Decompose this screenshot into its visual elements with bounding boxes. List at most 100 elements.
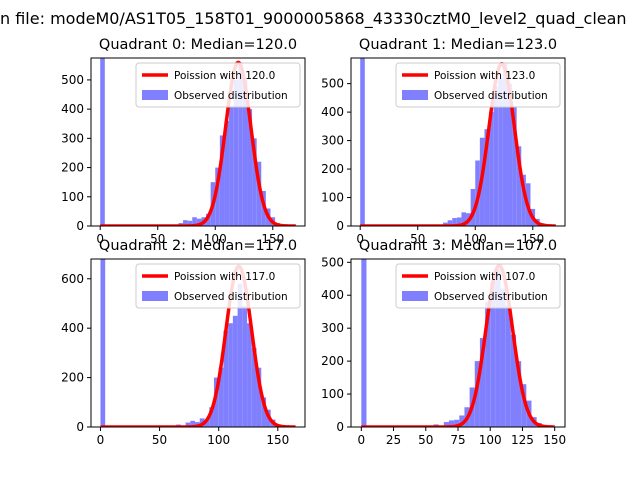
y-tick-label: 0 [76,420,84,434]
plot-area [99,58,297,226]
subplot-quadrant-1: Quadrant 1: Median=123.0 0 50 100 150 0 100 200… [321,37,566,246]
y-tick-label: 0 [76,219,84,233]
histogram-bar [495,268,501,427]
x-tick-label: 75 [450,433,465,447]
y-tick-label: 200 [61,161,84,175]
x-tick-label: 150 [543,433,566,447]
histogram-bar [256,161,262,226]
subplot-title: Quadrant 3: Median=107.0 [359,238,557,254]
histogram-bar [498,77,503,226]
y-tick-label: 600 [61,272,84,286]
histogram-bar [187,220,193,226]
axes-frame [350,57,566,227]
y-tick-label: 200 [321,162,344,176]
y-tick-label: 200 [61,371,84,385]
x-tick-label: 100 [479,433,502,447]
histogram-bar [454,419,460,427]
histogram-bar [521,384,527,427]
histogram-bar [247,109,253,226]
histogram-bar [447,220,453,226]
histogram-bar [516,146,522,226]
x-tick-label: 50 [418,433,433,447]
y-tick-label: 300 [321,321,344,335]
histogram-bar [209,407,214,427]
y-tick-label: 300 [61,131,84,145]
legend-bar-swatch [142,291,168,301]
histogram-bar [493,86,499,226]
histogram-bar [183,220,188,226]
histogram-bar [461,212,467,226]
histogram-bar [190,420,196,427]
y-tick-label: 500 [61,73,84,87]
subplot-quadrant-2: Quadrant 2: Median=117.0 0 50 100 150 0 200 400… [61,238,306,447]
x-tick-label: 100 [464,232,487,246]
histogram-bar [213,377,219,427]
histogram-bar [521,174,526,226]
histogram-bar [479,338,486,427]
x-tick-label: 100 [204,232,227,246]
y-tick-label: 400 [61,102,84,116]
histogram-bar [360,58,365,226]
histogram-bar [251,347,257,427]
histogram-bar [237,283,243,427]
histogram-bar [229,106,234,226]
histogram-bar [252,138,257,226]
histogram-bar [219,135,225,226]
y-tick-label: 100 [321,387,344,401]
y-tick-label: 0 [336,420,344,434]
legend-label-observed: Observed distribution [174,291,288,303]
x-tick-label: 0 [356,232,364,246]
legend-frame [395,263,561,309]
subplot-title: Quadrant 0: Median=120.0 [99,37,297,53]
histogram-bar [443,422,449,427]
histogram-bar [192,217,197,226]
y-tick-label: 300 [321,134,344,148]
legend-label-fit: Poission with 117.0 [174,271,275,283]
x-tick-label: 100 [207,433,230,447]
x-tick-label: 0 [96,232,104,246]
histogram-bar [459,415,465,427]
x-tick-label: 25 [386,433,401,447]
legend-frame [135,62,301,108]
x-tick-label: 150 [521,232,544,246]
histogram-bar [490,282,496,427]
histogram-bar [484,129,490,226]
x-tick-label: 125 [511,433,534,447]
legend: Poission with 117.0 Observed distribution [135,263,301,309]
subplot-quadrant-0: Quadrant 0: Median=120.0 0 50 100 150 0 100 200… [61,37,306,246]
histogram-bar [228,323,233,427]
x-tick-label: 50 [410,232,425,246]
histogram-bar [261,397,266,427]
subplot-quadrant-3: Quadrant 3: Median=107.0 0 25 50 75 100 125 150… [321,238,566,447]
x-tick-label: 150 [261,232,284,246]
x-tick-label: 50 [152,433,167,447]
legend: Poission with 123.0 Observed distribution [395,62,561,108]
poisson-fit-line [360,263,556,427]
legend-label-fit: Poission with 123.0 [434,70,535,82]
histogram-bar [361,259,367,427]
y-tick-label: 100 [321,191,344,205]
histogram-bar [256,367,262,427]
histogram-bar [206,213,211,226]
histogram-bar [247,323,252,427]
histogram-bar [516,361,522,427]
subplot-title: Quadrant 1: Median=123.0 [359,37,557,53]
legend-bar-swatch [142,90,168,100]
histogram-bar [100,58,105,226]
legend-label-fit: Poission with 120.0 [174,70,275,82]
histogram-bar [100,259,106,427]
histogram-bar [485,301,491,427]
y-tick-label: 400 [321,288,344,302]
histogram-bar [224,120,230,226]
histogram-bar [215,167,220,226]
y-tick-label: 400 [321,105,344,119]
histogram-bar [505,305,511,427]
axes-frame [90,258,306,428]
histogram-bar [204,419,210,427]
legend-frame [395,62,561,108]
histogram-bar [185,422,191,427]
figure-suptitle: n file: modeM0/AS1T05_158T01_9000005868_… [0,9,627,29]
y-tick-label: 500 [321,255,344,269]
x-tick-label: 0 [357,433,365,447]
